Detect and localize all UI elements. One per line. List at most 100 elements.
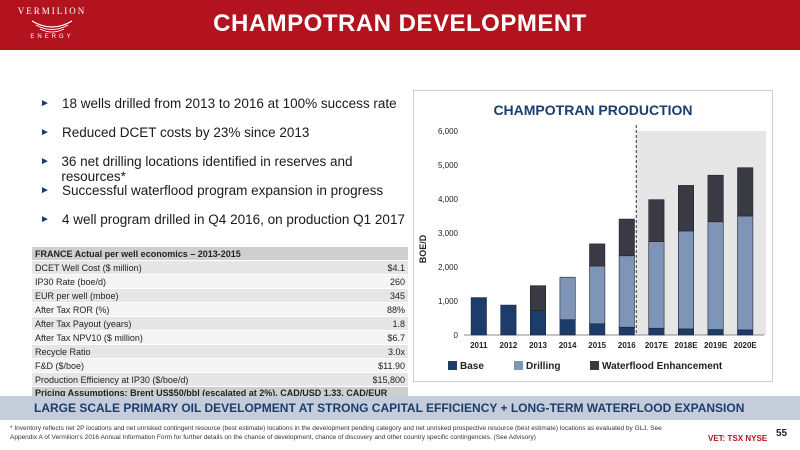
row-label: EUR per well (mboe) — [32, 288, 335, 303]
bar-waterflood-enhancement — [618, 218, 635, 257]
table-row: F&D ($/boe) $11.90 — [32, 358, 408, 373]
bullet-item: ► 4 well program drilled in Q4 2016, on p… — [40, 212, 410, 241]
key-message-banner: LARGE SCALE PRIMARY OIL DEVELOPMENT AT S… — [0, 396, 800, 420]
bullet-arrow-icon: ► — [40, 127, 50, 138]
bullet-arrow-icon: ► — [40, 214, 50, 225]
bullet-item: ► Reduced DCET costs by 23% since 2013 — [40, 125, 410, 154]
bullet-list: ► 18 wells drilled from 2013 to 2016 at 1… — [40, 96, 410, 241]
bar-drilling — [707, 221, 724, 330]
row-label: DCET Well Cost ($ million) — [32, 260, 335, 275]
row-value: 1.8 — [334, 316, 408, 331]
bar-base — [707, 329, 724, 336]
row-label: Recycle Ratio — [32, 344, 335, 359]
y-tick-label: 0 — [454, 331, 459, 340]
header-bar: VERMILION ENERGY CHAMPOTRAN DEVELOPMENT — [0, 0, 800, 50]
table-row: Recycle Ratio 3.0x — [32, 344, 408, 359]
legend-label: Drilling — [526, 361, 560, 372]
bar-drilling — [648, 241, 665, 329]
bullet-text: Successful waterflood program expansion … — [62, 183, 384, 198]
row-value: $15,800 — [334, 372, 408, 387]
production-chart-svg: CHAMPOTRAN PRODUCTION BOE/D 0 1,000 2,000 3… — [418, 102, 766, 372]
table-row: After Tax NPV10 ($ million) $6.7 — [32, 330, 408, 345]
x-tick-label: 2015 — [588, 341, 606, 350]
legend-label: Waterflood Enhancement — [602, 361, 723, 372]
row-value: 260 — [334, 274, 408, 289]
x-tick-label: 2013 — [529, 341, 547, 350]
bar-base — [589, 323, 606, 336]
bar-waterflood-enhancement — [648, 199, 665, 242]
bullet-text: 4 well program drilled in Q4 2016, on pr… — [62, 212, 405, 227]
bar-waterflood-enhancement — [707, 174, 724, 223]
y-tick-label: 5,000 — [438, 161, 459, 170]
bullet-item: ► Successful waterflood program expansion… — [40, 183, 410, 212]
exchange-text: VET: TSX NYSE — [708, 434, 768, 443]
bullet-item: ► 36 net drilling locations identified in… — [40, 154, 410, 184]
x-tick-label: 2011 — [470, 341, 488, 350]
bar-drilling — [589, 265, 606, 325]
bar-waterflood-enhancement — [678, 185, 694, 232]
table-header-row: FRANCE Actual per well economics – 2013-… — [32, 247, 408, 261]
row-value: 88% — [334, 302, 408, 317]
table-header: FRANCE Actual per well economics – 2013-… — [32, 247, 408, 261]
x-tick-label: 2018E — [674, 341, 698, 350]
production-chart: CHAMPOTRAN PRODUCTION BOE/D 0 1,000 2,000 3… — [413, 90, 773, 382]
logo-subtext: ENERGY — [30, 34, 74, 40]
economics-table: FRANCE Actual per well economics – 2013-… — [32, 247, 408, 410]
y-tick-label: 4,000 — [438, 195, 459, 204]
chart-title: CHAMPOTRAN PRODUCTION — [493, 102, 692, 118]
x-tick-label: 2017E — [645, 341, 669, 350]
logo-mark-icon — [31, 20, 73, 33]
table-row: After Tax ROR (%) 88% — [32, 302, 408, 317]
bar-waterflood-enhancement — [737, 167, 754, 217]
x-tick-label: 2019E — [704, 341, 728, 350]
bar-base — [618, 326, 635, 336]
legend-label: Base — [460, 361, 484, 372]
x-tick-label: 2014 — [559, 341, 577, 350]
bullet-arrow-icon: ► — [40, 185, 50, 196]
bullet-arrow-icon: ► — [40, 156, 50, 167]
bullet-text: Reduced DCET costs by 23% since 2013 — [62, 125, 310, 140]
bar-drilling — [737, 215, 754, 331]
row-value: $4.1 — [334, 260, 408, 275]
footnote: * Inventory reflects net 2P locations an… — [10, 425, 662, 441]
legend-swatch — [514, 361, 523, 370]
bullet-text: 18 wells drilled from 2013 to 2016 at 10… — [62, 96, 397, 111]
row-label: Production Efficiency at IP30 ($/boe/d) — [32, 372, 335, 387]
row-value: $6.7 — [334, 330, 408, 345]
y-axis-label: BOE/D — [418, 234, 428, 263]
bar-base — [648, 327, 665, 336]
bar-waterflood-enhancement — [589, 243, 606, 267]
logo-text: VERMILION — [17, 6, 87, 16]
page-number: 55 — [776, 428, 788, 439]
x-tick-label: 2016 — [618, 341, 636, 350]
bar-base — [737, 329, 754, 336]
table-row: IP30 Rate (boe/d) 260 — [32, 274, 408, 289]
bar-drilling — [678, 230, 694, 330]
table-row: DCET Well Cost ($ million) $4.1 — [32, 260, 408, 275]
banner-text: LARGE SCALE PRIMARY OIL DEVELOPMENT AT S… — [34, 401, 745, 415]
legend-swatch — [590, 361, 599, 370]
exchange-listing: VET: TSX NYSE — [708, 428, 770, 444]
bar-base — [500, 304, 517, 336]
table-row: After Tax Payout (years) 1.8 — [32, 316, 408, 331]
row-label: F&D ($/boe) — [32, 358, 335, 373]
bar-base — [470, 297, 487, 336]
x-tick-label: 2020E — [734, 341, 758, 350]
bullet-item: ► 18 wells drilled from 2013 to 2016 at 1… — [40, 96, 410, 125]
y-tick-label: 3,000 — [438, 229, 459, 238]
bar-base — [559, 319, 576, 336]
row-label: After Tax NPV10 ($ million) — [32, 330, 335, 345]
row-label: IP30 Rate (boe/d) — [32, 274, 335, 289]
bar-base — [678, 328, 694, 336]
bar-drilling — [559, 276, 576, 320]
legend-swatch — [448, 361, 457, 370]
row-value: 3.0x — [334, 344, 408, 359]
bullet-arrow-icon: ► — [40, 98, 50, 109]
table-row: Production Efficiency at IP30 ($/boe/d) $… — [32, 372, 408, 387]
row-value: $11.90 — [334, 358, 408, 373]
bar-waterflood-enhancement — [530, 285, 546, 311]
x-tick-label: 2012 — [500, 341, 518, 350]
y-tick-label: 1,000 — [438, 297, 459, 306]
bar-drilling — [618, 255, 635, 328]
bullet-text: 36 net drilling locations identified in … — [61, 154, 353, 184]
